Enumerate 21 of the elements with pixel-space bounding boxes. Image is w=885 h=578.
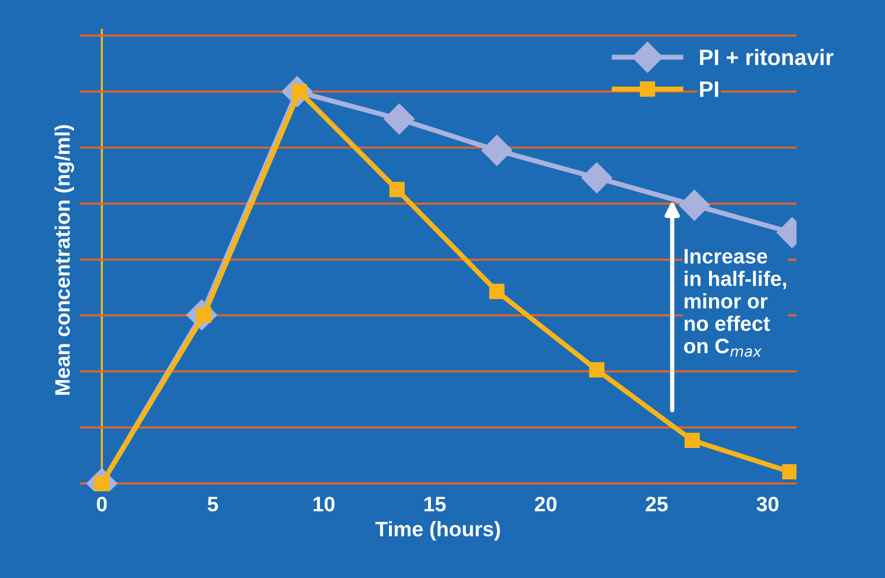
- point: [384, 104, 415, 134]
- point: [678, 190, 710, 221]
- annotation: Increase in half-life, minor or no effect on C$_{max}$: [684, 249, 786, 357]
- x-tick-label: 30: [756, 496, 778, 512]
- x-tick-label: 20: [534, 496, 556, 512]
- point: [782, 464, 796, 480]
- x-tick-label: 15: [424, 496, 446, 512]
- x-axis-title: Time (hours): [375, 521, 500, 541]
- legend-label: PI: [700, 82, 718, 97]
- legend-label: PI + ritonavir: [700, 48, 834, 66]
- y-axis-title: Mean concentration (ng/ml): [54, 125, 74, 395]
- point: [684, 432, 700, 448]
- point: [581, 162, 612, 194]
- point: [481, 134, 512, 166]
- point: [489, 284, 505, 300]
- point: [589, 362, 604, 378]
- x-tick-label: 10: [314, 496, 335, 512]
- x-tick-label: 5: [208, 496, 218, 512]
- x-tick-label: 0: [96, 496, 107, 512]
- x-tick-label: 25: [646, 496, 668, 512]
- point: [389, 182, 405, 198]
